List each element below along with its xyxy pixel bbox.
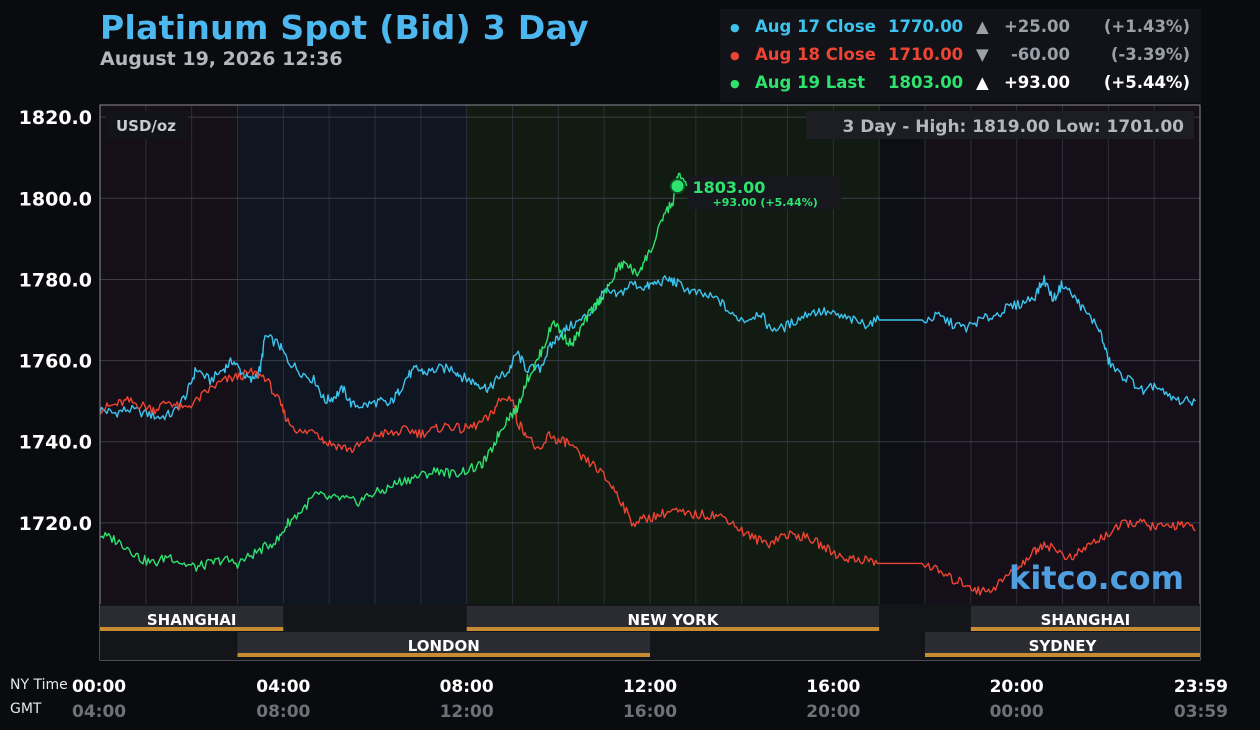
session-bar-underline — [925, 653, 1200, 657]
series-line-aug-17-close — [99, 275, 1196, 421]
last-price-marker — [669, 178, 686, 195]
y-tick-label: 1800.0 — [19, 188, 92, 210]
x-tick-label-gmt: 04:00 — [72, 702, 126, 722]
x-tick-label-ny: 08:00 — [440, 677, 494, 697]
unit-label: USD/oz — [116, 117, 176, 135]
x-tick-label-ny: 23:59 — [1174, 677, 1228, 697]
unit-label-box — [106, 111, 188, 139]
x-tick-label-ny: 16:00 — [806, 677, 860, 697]
gmt-label: GMT — [10, 701, 42, 717]
legend-dot-icon: ● — [730, 77, 740, 90]
x-tick-label-ny: 00:00 — [72, 677, 126, 697]
last-price-label: 1803.00 — [693, 178, 766, 197]
session-bar-underline — [237, 653, 650, 657]
legend-series-name: Aug 19 Last — [755, 73, 866, 92]
x-tick-label-gmt: 08:00 — [256, 702, 310, 722]
stats-box — [806, 111, 1194, 139]
x-tick-label-gmt: 03:59 — [1174, 702, 1228, 722]
legend-series-change: +25.00 — [1003, 17, 1070, 36]
legend-arrow-icon: ▼ — [976, 45, 989, 64]
chart-title: Platinum Spot (Bid) 3 Day — [100, 8, 589, 47]
y-tick-label: 1740.0 — [19, 432, 92, 454]
legend-series-value: 1803.00 — [888, 73, 964, 92]
x-tick-label-ny: 12:00 — [623, 677, 677, 697]
session-bar — [970, 606, 1200, 628]
legend-series-percent: (-3.39%) — [1110, 45, 1190, 64]
series-line-aug-18-close — [99, 367, 1196, 596]
session-label-new-york: NEW YORK — [628, 611, 720, 629]
session-bar-underline — [100, 627, 284, 631]
legend-entry-aug19: ● Aug 19 Last 1803.00 ▲ +93.00 (+5.44%) — [720, 67, 1201, 95]
y-tick-label: 1760.0 — [19, 351, 92, 373]
x-tick-label-gmt: 00:00 — [990, 702, 1044, 722]
legend-dot-icon: ● — [730, 49, 740, 62]
session-band — [879, 105, 925, 604]
x-tick-label-gmt: 20:00 — [806, 702, 860, 722]
last-price-callout-box — [687, 176, 842, 210]
session-band — [100, 105, 238, 604]
legend-entry-aug18: ● Aug 18 Close 1710.00 ▼ -60.00 (-3.39%) — [720, 39, 1201, 67]
session-label-london: LONDON — [408, 637, 480, 655]
session-bar — [925, 632, 1200, 654]
legend-arrow-icon: ▲ — [976, 17, 989, 36]
series-line-aug-19-last — [99, 172, 688, 572]
x-tick-label-gmt: 12:00 — [440, 702, 494, 722]
x-tick-label-ny: 04:00 — [256, 677, 310, 697]
chart-timestamp: August 19, 2026 12:36 — [100, 48, 343, 70]
session-label-sydney: SYDNEY — [1029, 637, 1098, 655]
session-bar-underline — [970, 627, 1200, 631]
legend-arrow-icon: ▲ — [976, 73, 989, 92]
chart-legend: ● Aug 17 Close 1770.00 ▲ +25.00 (+1.43%)… — [720, 9, 1201, 102]
legend-series-value: 1770.00 — [888, 17, 964, 36]
legend-series-change: +93.00 — [1003, 73, 1070, 92]
session-bar — [237, 632, 650, 654]
last-price-change-label: +93.00 (+5.44%) — [713, 196, 818, 209]
session-band — [237, 105, 467, 604]
session-bar — [466, 606, 880, 628]
kitco-watermark: kitco.com — [1009, 559, 1184, 597]
legend-series-percent: (+1.43%) — [1103, 17, 1190, 36]
y-tick-label: 1820.0 — [19, 107, 92, 129]
x-tick-label-gmt: 16:00 — [623, 702, 677, 722]
session-bar — [100, 606, 284, 628]
y-tick-label: 1720.0 — [19, 513, 92, 535]
legend-series-value: 1710.00 — [888, 45, 964, 64]
legend-series-percent: (+5.44%) — [1103, 73, 1190, 92]
session-label-shanghai: SHANGHAI — [147, 611, 237, 629]
session-bar-underline — [466, 627, 880, 631]
x-tick-label-ny: 20:00 — [990, 677, 1044, 697]
y-tick-label: 1780.0 — [19, 269, 92, 291]
session-label-shanghai: SHANGHAI — [1041, 611, 1131, 629]
legend-series-name: Aug 18 Close — [755, 45, 876, 64]
legend-series-name: Aug 17 Close — [755, 17, 876, 36]
stats-label: 3 Day - High: 1819.00 Low: 1701.00 — [842, 117, 1184, 137]
legend-series-change: -60.00 — [1010, 45, 1070, 64]
legend-dot-icon: ● — [730, 21, 740, 34]
ny-time-label: NY Time — [10, 677, 68, 693]
legend-entry-aug17: ● Aug 17 Close 1770.00 ▲ +25.00 (+1.43%) — [720, 11, 1201, 39]
